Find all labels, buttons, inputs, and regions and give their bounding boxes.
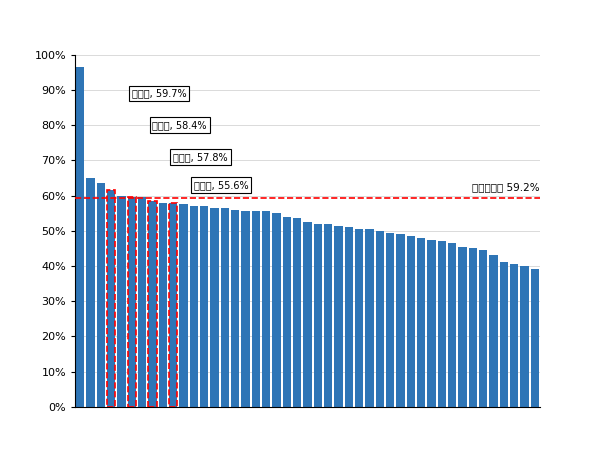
Bar xyxy=(107,190,115,407)
Bar xyxy=(169,203,178,407)
Bar xyxy=(448,243,457,407)
Text: 三重県, 57.8%: 三重県, 57.8% xyxy=(173,152,228,162)
Bar xyxy=(531,270,539,407)
Bar xyxy=(293,218,301,407)
Bar xyxy=(211,208,218,407)
Bar xyxy=(355,229,364,407)
Bar xyxy=(345,227,353,407)
Bar xyxy=(283,217,291,407)
Bar xyxy=(376,231,384,407)
Bar xyxy=(520,266,529,407)
Bar xyxy=(386,233,394,407)
Bar xyxy=(148,201,157,407)
Bar xyxy=(169,203,178,407)
Text: 全国普及率 59.2%: 全国普及率 59.2% xyxy=(472,182,540,192)
Bar xyxy=(190,206,198,407)
Bar xyxy=(500,262,508,407)
Bar xyxy=(86,178,95,407)
Bar xyxy=(221,208,229,407)
Bar xyxy=(200,206,208,407)
Bar xyxy=(76,67,84,407)
Bar xyxy=(241,211,250,407)
Text: 愛知県, 59.7%: 愛知県, 59.7% xyxy=(132,89,187,99)
Bar xyxy=(490,255,497,407)
Text: 岐阜県, 58.4%: 岐阜県, 58.4% xyxy=(152,120,207,130)
Bar xyxy=(479,250,487,407)
Bar xyxy=(118,196,125,407)
Bar xyxy=(334,225,343,407)
Bar xyxy=(107,190,115,407)
Bar xyxy=(510,264,518,407)
Bar xyxy=(427,239,436,407)
Bar xyxy=(128,197,136,407)
Bar xyxy=(314,224,322,407)
Text: 静岡県, 55.6%: 静岡県, 55.6% xyxy=(194,180,248,190)
Bar xyxy=(365,229,374,407)
Bar xyxy=(158,202,167,407)
Bar xyxy=(179,204,188,407)
Bar xyxy=(438,241,446,407)
Bar xyxy=(458,247,467,407)
Bar xyxy=(97,183,105,407)
Bar xyxy=(397,234,404,407)
Bar xyxy=(148,201,157,407)
Bar xyxy=(304,222,311,407)
Bar xyxy=(272,213,281,407)
Bar xyxy=(262,212,271,407)
Bar xyxy=(231,210,239,407)
Bar xyxy=(138,197,146,407)
Bar xyxy=(252,212,260,407)
Bar xyxy=(324,224,332,407)
Bar xyxy=(128,197,136,407)
Bar xyxy=(469,249,477,407)
Bar xyxy=(417,238,425,407)
Bar xyxy=(407,236,415,407)
